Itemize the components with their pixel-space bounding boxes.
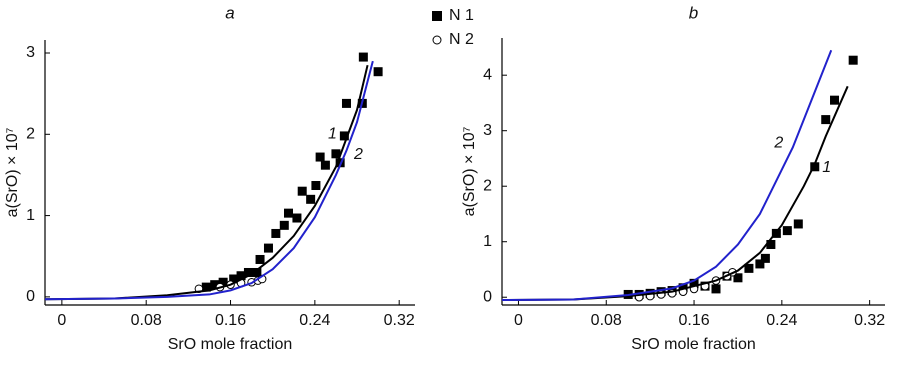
y-tick-label: 1	[26, 207, 35, 224]
point	[306, 194, 316, 204]
y-axis-label: a(SrO) × 10⁷	[4, 127, 21, 217]
curve	[44, 64, 369, 301]
point	[341, 98, 351, 108]
x-tick-label: 0.32	[854, 312, 885, 329]
point	[733, 273, 743, 283]
curve	[501, 49, 833, 302]
point	[793, 219, 803, 229]
x-tick-label: 0.08	[591, 312, 622, 329]
point	[263, 243, 273, 253]
point	[689, 278, 699, 288]
x-tick-label: 0.16	[678, 312, 709, 329]
curve	[501, 85, 849, 302]
point	[315, 152, 325, 162]
point	[373, 67, 383, 77]
y-tick-label: 3	[483, 122, 492, 139]
point	[255, 254, 265, 264]
legend-label: N 1	[449, 7, 474, 24]
point	[755, 259, 765, 269]
curve-label: 2	[773, 135, 783, 152]
point	[711, 284, 721, 294]
point	[331, 149, 341, 159]
point	[782, 226, 792, 236]
point	[311, 181, 321, 191]
point	[760, 253, 770, 263]
point	[229, 274, 239, 284]
point	[358, 52, 368, 62]
y-tick-label: 0	[26, 288, 35, 305]
point	[279, 220, 289, 230]
curve	[44, 60, 374, 301]
point	[766, 239, 776, 249]
y-tick-label: 3	[26, 44, 35, 61]
x-tick-label: 0.16	[215, 312, 246, 329]
point	[271, 228, 281, 238]
y-tick-label: 2	[483, 177, 492, 194]
x-axis-label: SrO mole fraction	[631, 336, 755, 353]
point	[830, 95, 840, 105]
curve-label: 2	[353, 146, 363, 163]
x-axis-label: SrO mole fraction	[168, 336, 292, 353]
point	[243, 267, 253, 277]
legend-marker	[432, 11, 442, 21]
point	[210, 280, 220, 290]
y-tick-label: 1	[483, 233, 492, 250]
y-tick-label: 2	[26, 126, 35, 143]
point	[252, 267, 262, 277]
point	[821, 115, 831, 125]
curve-label: 1	[328, 126, 337, 143]
point	[744, 263, 754, 273]
point	[297, 186, 307, 196]
point	[320, 160, 330, 170]
legend-marker	[432, 35, 442, 45]
y-axis-label: a(SrO) × 10⁷	[461, 126, 478, 216]
y-tick-label: 4	[483, 66, 492, 83]
point	[292, 213, 302, 223]
point	[284, 208, 294, 218]
point	[201, 282, 211, 292]
point	[218, 277, 228, 287]
x-tick-label: 0.32	[384, 312, 415, 329]
point	[339, 131, 349, 141]
x-tick-label: 0.24	[299, 312, 330, 329]
y-tick-label: 0	[483, 288, 492, 305]
legend-label: N 2	[449, 31, 474, 48]
point	[810, 162, 820, 172]
point	[848, 55, 858, 65]
x-tick-label: 0.24	[766, 312, 797, 329]
point	[236, 271, 246, 281]
x-tick-label: 0	[57, 312, 66, 329]
curve-label: 1	[822, 159, 831, 176]
chart-title: a	[225, 3, 234, 22]
x-tick-label: 0.08	[131, 312, 162, 329]
chart-title: b	[689, 3, 698, 22]
x-tick-label: 0	[514, 312, 523, 329]
